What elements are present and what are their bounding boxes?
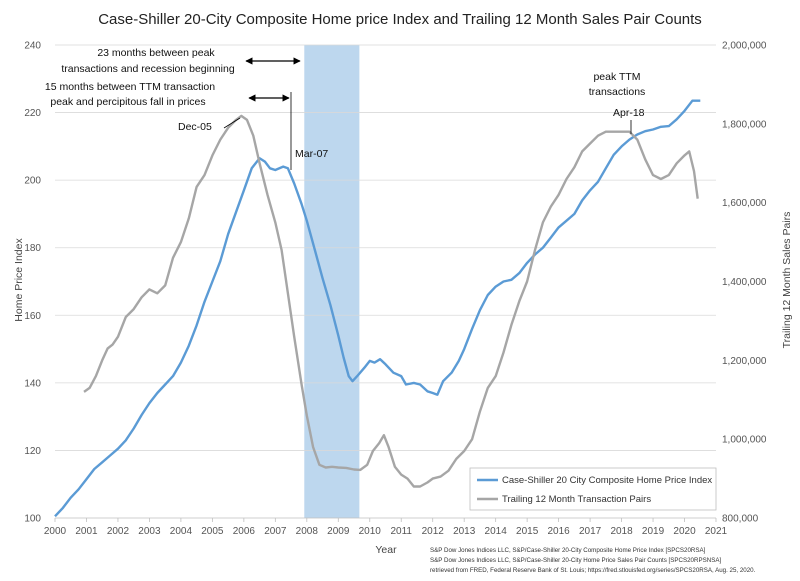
- legend-label-ttm-pairs: Trailing 12 Month Transaction Pairs: [502, 494, 651, 505]
- x-tick-label: 2015: [516, 526, 539, 537]
- recession-band: [304, 45, 360, 518]
- y-right-tick-label: 2,000,000: [722, 41, 767, 52]
- series-line-price-index: [54, 99, 701, 518]
- x-tick-label: 2018: [610, 526, 633, 537]
- x-tick-label: 2009: [327, 526, 350, 537]
- annotation-recession-gap-line1: 23 months between peak: [97, 47, 215, 59]
- x-tick-label: 2016: [547, 526, 570, 537]
- annotation-ttm-gap-line2: peak and percipitous fall in prices: [50, 96, 205, 108]
- legend-box: [469, 467, 717, 511]
- x-tick-label: 2006: [233, 526, 256, 537]
- x-tick-label: 2011: [390, 526, 412, 537]
- x-tick-label: 2014: [485, 526, 508, 537]
- annotation-apr18: Apr-18: [613, 107, 645, 119]
- y-right-axis-title: Trailing 12 Month Sales Pairs: [781, 212, 793, 349]
- y-left-tick-label: 200: [24, 176, 41, 187]
- annotation-dec05: Dec-05: [178, 121, 212, 133]
- source-line-1: S&P Dow Jones Indices LLC, S&P/Case-Shil…: [430, 547, 706, 554]
- y-right-tick-label: 1,200,000: [722, 356, 767, 367]
- x-tick-label: 2005: [201, 526, 224, 537]
- y-left-tick-label: 140: [24, 378, 41, 389]
- y-right-tick-label: 1,600,000: [722, 198, 767, 209]
- annotation-ttm-gap-line1: 15 months between TTM transaction: [45, 81, 215, 93]
- source-line-2: S&P Dow Jones Indices LLC, S&P/Case-Shil…: [430, 557, 721, 564]
- y-left-tick-label: 240: [24, 41, 41, 52]
- x-tick-label: 2012: [422, 526, 445, 537]
- x-tick-label: 2019: [642, 526, 665, 537]
- y-left-tick-label: 160: [24, 311, 41, 322]
- y-right-tick-label: 1,000,000: [722, 435, 767, 446]
- y-left-tick-label: 220: [24, 108, 41, 119]
- x-tick-label: 2013: [453, 526, 476, 537]
- annotations: 23 months between peak transactions and …: [45, 47, 645, 170]
- x-tick-label: 2017: [579, 526, 602, 537]
- annotation-recession-gap-line2: transactions and recession beginning: [61, 63, 235, 75]
- y-right-tick-label: 800,000: [722, 514, 759, 525]
- x-tick-label: 2002: [107, 526, 130, 537]
- y-left-tick-label: 180: [24, 243, 41, 254]
- series-line-ttm-pairs: [83, 114, 699, 488]
- y-left-tick-label: 120: [24, 446, 41, 457]
- legend: Case-Shiller 20 City Composite Home Pric…: [469, 467, 717, 511]
- x-tick-label: 2020: [673, 526, 696, 537]
- y-left-axis-title: Home Price Index: [13, 238, 25, 322]
- annotation-mar07: Mar-07: [295, 148, 328, 160]
- x-tick-label: 2003: [138, 526, 161, 537]
- source-notes: S&P Dow Jones Indices LLC, S&P/Case-Shil…: [430, 547, 756, 574]
- x-tick-label: 2004: [170, 526, 193, 537]
- y-right-ticks: 800,000 1,000,000 1,200,000 1,400,000 1,600,…: [722, 41, 767, 525]
- y-right-tick-label: 1,400,000: [722, 277, 767, 288]
- y-left-tick-label: 100: [24, 514, 41, 525]
- annotation-peak-ttm-line2: transactions: [589, 86, 646, 98]
- x-tick-label: 2000: [44, 526, 67, 537]
- x-ticks: 2000 2001 2002 2003 2004 2005 2006 2007 2008 2009…: [44, 518, 728, 537]
- legend-label-price-index: Case-Shiller 20 City Composite Home Pric…: [502, 475, 712, 486]
- x-tick-label: 2001: [75, 526, 98, 537]
- chart-title: Case-Shiller 20-City Composite Home pric…: [98, 11, 702, 28]
- y-left-ticks: 100 120 140 160 180 200 220 240: [24, 41, 41, 525]
- annotation-peak-ttm-line1: peak TTM: [593, 71, 640, 83]
- source-line-3: retrieved from FRED, Federal Reserve Ban…: [430, 567, 756, 574]
- y-right-tick-label: 1,800,000: [722, 119, 767, 130]
- x-tick-label: 2010: [359, 526, 382, 537]
- leader-dec05: [223, 117, 241, 129]
- x-tick-label: 2021: [705, 526, 728, 537]
- x-tick-label: 2008: [296, 526, 319, 537]
- x-tick-label: 2007: [264, 526, 287, 537]
- x-axis-title: Year: [375, 544, 397, 556]
